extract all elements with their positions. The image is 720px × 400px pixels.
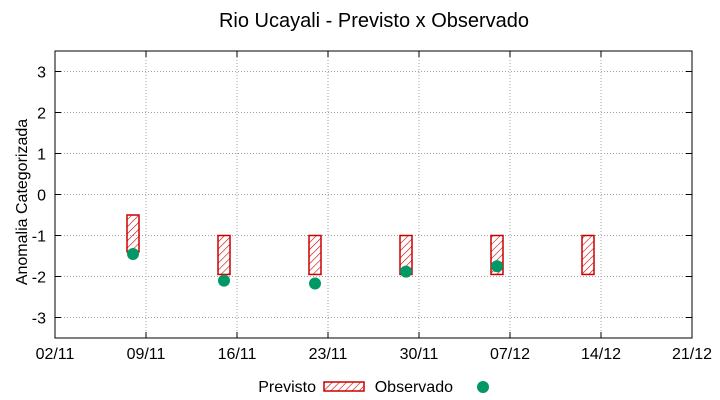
x-tick-label: 16/11 (218, 346, 257, 363)
x-tick-label: 30/11 (400, 346, 439, 363)
x-tick-label: 23/11 (309, 346, 348, 363)
x-tick-label: 07/12 (490, 346, 530, 363)
legend-observado-marker (477, 381, 489, 393)
y-tick-label: -1 (32, 229, 46, 246)
y-tick-label: 0 (37, 188, 46, 205)
previsto-bars (126, 214, 595, 276)
previsto-bar (126, 214, 140, 253)
previsto-bar (581, 234, 595, 276)
x-axis-ticks: 02/11 09/11 16/11 23/11 30/11 07/12 14/12 21/12 (36, 51, 712, 363)
legend-observado-label: Observado (375, 379, 453, 396)
previsto-bar (308, 234, 322, 276)
grid-lines (54, 51, 693, 338)
y-tick-label: 3 (37, 65, 46, 82)
chart-title: Rio Ucayali - Previsto x Observado (219, 10, 529, 32)
observado-point (491, 260, 503, 273)
legend-previsto-label: Previsto (258, 379, 316, 396)
observado-point (127, 247, 139, 260)
observado-point (218, 274, 230, 287)
legend: Previsto Observado (258, 379, 489, 396)
y-tick-label: 1 (37, 147, 46, 164)
x-tick-label: 02/11 (36, 346, 75, 363)
plot-frame (54, 50, 693, 339)
x-tick-label: 21/12 (672, 346, 712, 363)
observado-point (400, 265, 412, 278)
y-axis-label: Anomalia Categorizada (14, 119, 31, 285)
legend-previsto-swatch (323, 381, 365, 392)
y-axis-ticks: -3 -2 -1 0 1 2 3 (32, 65, 692, 328)
y-tick-label: -2 (32, 270, 46, 287)
y-tick-label: -3 (32, 311, 46, 328)
x-tick-label: 09/11 (127, 346, 166, 363)
x-tick-label: 14/12 (581, 346, 621, 363)
previsto-bar (217, 234, 231, 276)
observado-points (127, 247, 503, 290)
y-tick-label: 2 (37, 106, 46, 123)
observado-point (309, 277, 321, 290)
